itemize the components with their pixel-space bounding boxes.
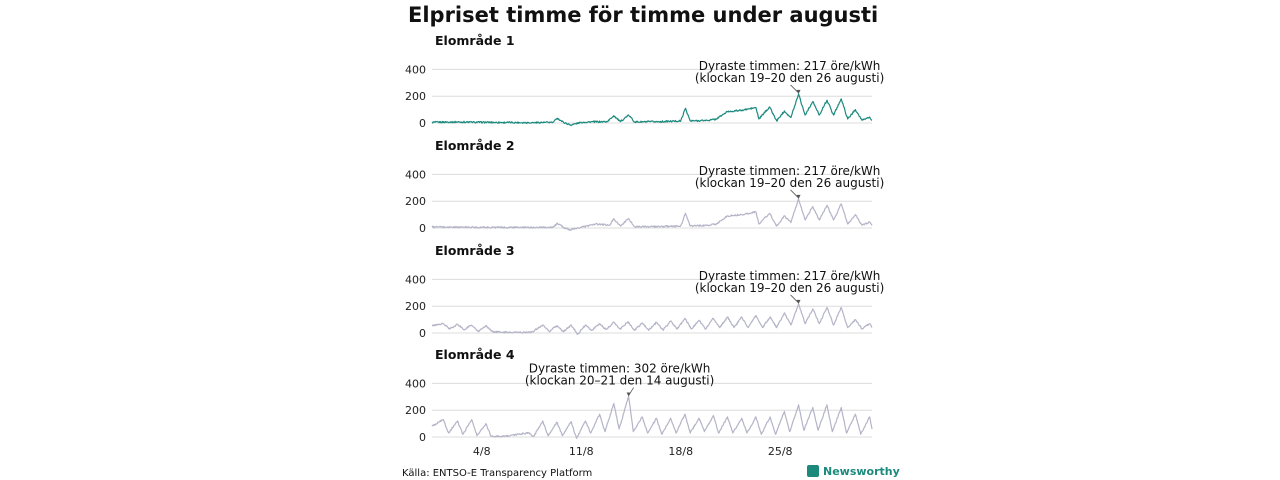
annotation-label: Dyraste timmen: 302 öre/kWh	[529, 362, 711, 376]
series-line	[431, 395, 873, 439]
panel-title: Elområde 2	[435, 138, 515, 153]
chart-panel-1: Elområde 1 0 200 400 Dyraste timmen: 217 öre…	[405, 33, 884, 130]
x-tick-label: 18/8	[668, 445, 693, 458]
y-tick-label: 200	[405, 195, 426, 208]
annotation-detail: (klockan 19–20 den 26 augusti)	[695, 176, 884, 190]
chart-title: Elpriset timme för timme under augusti	[408, 3, 878, 27]
y-tick-label: 0	[419, 117, 426, 130]
source-note: Källa: ENTSO-E Transparency Platform	[402, 468, 592, 479]
chart-panels: Elområde 1 0 200 400 Dyraste timmen: 217 öre…	[405, 33, 884, 458]
annotation-label: Dyraste timmen: 217 öre/kWh	[699, 269, 881, 283]
y-tick-label: 200	[405, 300, 426, 313]
annotation-detail: (klockan 19–20 den 26 augusti)	[695, 281, 884, 295]
y-tick-label: 200	[405, 90, 426, 103]
series-line	[431, 303, 873, 335]
y-tick-label: 0	[419, 222, 426, 235]
annotation-detail: (klockan 19–20 den 26 augusti)	[695, 71, 884, 85]
y-tick-label: 0	[419, 327, 426, 340]
annotation-arrow	[796, 299, 801, 304]
panel-title: Elområde 3	[435, 243, 515, 258]
annotation-leader	[790, 84, 799, 94]
annotation-arrow	[796, 194, 801, 199]
series-line	[431, 198, 873, 231]
annotation-detail: (klockan 20–21 den 14 augusti)	[525, 374, 714, 388]
panel-title: Elområde 1	[435, 33, 515, 48]
annotation-label: Dyraste timmen: 217 öre/kWh	[699, 59, 881, 73]
y-tick-label: 200	[405, 404, 426, 417]
chart-panel-2: Elområde 2 0 200 400 Dyraste timmen: 217 öre…	[405, 138, 884, 235]
y-tick-label: 400	[405, 168, 426, 181]
brand-logo: Newsworthy	[807, 465, 900, 478]
annotation-label: Dyraste timmen: 217 öre/kWh	[699, 164, 881, 178]
x-tick-label: 11/8	[569, 445, 594, 458]
chart-panel-3: Elområde 3 0 200 400 Dyraste timmen: 217 öre…	[405, 243, 884, 340]
annotation-leader	[790, 189, 799, 199]
y-tick-label: 400	[405, 63, 426, 76]
annotation-leader	[790, 294, 799, 304]
y-tick-label: 400	[405, 273, 426, 286]
x-tick-label: 25/8	[768, 445, 793, 458]
brand-name: Newsworthy	[823, 465, 900, 478]
y-tick-label: 0	[419, 431, 426, 444]
y-tick-label: 400	[405, 377, 426, 390]
brand-icon	[807, 465, 819, 477]
annotation-arrow	[626, 392, 631, 397]
series-line	[431, 93, 873, 127]
annotation-arrow	[796, 89, 801, 94]
chart-panel-4: Elområde 4 0 200 400 Dyraste timmen: 302 öre…	[405, 347, 873, 444]
panel-title: Elområde 4	[435, 347, 515, 362]
x-tick-label: 4/8	[473, 445, 491, 458]
